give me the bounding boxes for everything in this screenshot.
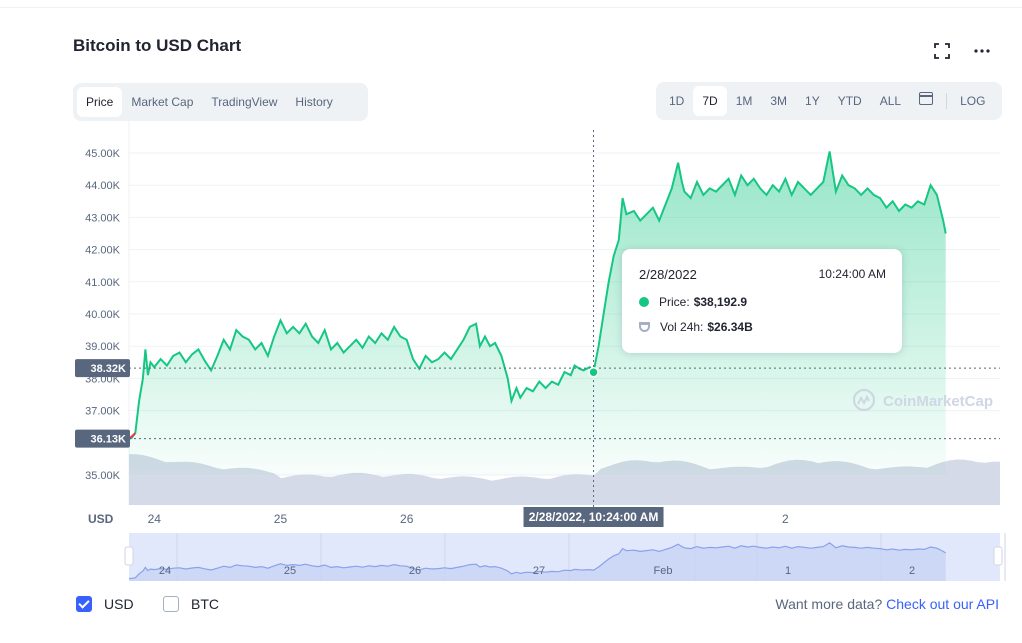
navigator-label: 25 [284, 565, 296, 577]
crosshair-date-bg [523, 507, 664, 527]
page-title: Bitcoin to USD Chart [73, 36, 242, 55]
price-dot-icon [639, 297, 649, 307]
top-divider [0, 7, 1022, 8]
navigator-label: 2 [909, 565, 915, 577]
y-tick-label: 45.00K [85, 148, 121, 160]
start-price-label-bg [75, 429, 130, 448]
volume-icon [639, 322, 650, 332]
tooltip-price-label: Price: [659, 295, 690, 309]
x-tick-label: 2 [782, 512, 789, 526]
watermark: CoinMarketCap [852, 388, 993, 412]
calendar-icon [919, 92, 934, 105]
y-tick-label: 37.00K [85, 406, 121, 418]
y-unit-label: USD [88, 512, 114, 526]
range-3m[interactable]: 3M [770, 94, 788, 108]
navigator-handle[interactable] [993, 546, 1003, 566]
price-line-down [128, 432, 136, 440]
tab-market-cap[interactable]: Market Cap [131, 95, 194, 109]
current-price-label-bg [75, 359, 130, 378]
x-tick-label: 26 [400, 512, 414, 526]
chart-tabs: Price Market Cap TradingView History [73, 83, 368, 121]
tooltip-time: 10:24:00 AM [818, 267, 886, 281]
y-tick-label: 35.00K [85, 470, 121, 482]
hover-point [588, 366, 599, 378]
more-icon[interactable] [972, 42, 992, 62]
x-tick-label: 25 [274, 512, 288, 526]
price-tooltip: 2/28/2022 10:24:00 AM Price: $38,192.9 V… [622, 249, 902, 353]
navigator-label: Feb [654, 565, 673, 577]
tab-history[interactable]: History [295, 95, 333, 109]
y-tick-label: 40.00K [85, 309, 121, 321]
navigator-label: 24 [159, 565, 171, 577]
navigator-line [128, 542, 947, 580]
range-selector: 1D 7D 1M 3M 1Y YTD ALL LOG [656, 82, 1002, 120]
price-area [129, 151, 946, 475]
x-tick-label: 24 [148, 512, 162, 526]
tooltip-volume-row: Vol 24h: $26.34B [639, 320, 753, 334]
calendar-button[interactable] [910, 86, 942, 116]
range-divider [946, 93, 948, 109]
range-ytd[interactable]: YTD [837, 94, 862, 108]
tooltip-price-value: $38,192.9 [693, 295, 748, 309]
navigator-label: 27 [533, 565, 545, 577]
tooltip-price-row: Price: $38,192.9 [639, 295, 747, 309]
tooltip-date: 2/28/2022 [639, 267, 697, 282]
usd-checkbox[interactable] [76, 596, 92, 612]
price-line [128, 151, 947, 440]
navigator-label: 26 [409, 565, 421, 577]
start-price-label: 36.13K [91, 434, 127, 446]
expand-icon[interactable] [932, 42, 952, 62]
range-1m[interactable]: 1M [735, 94, 753, 108]
current-price-label: 38.32K [91, 363, 127, 375]
btc-toggle[interactable]: BTC [163, 596, 219, 612]
usd-label: USD [104, 596, 134, 612]
btc-label: BTC [191, 596, 219, 612]
crosshair-date-label: 2/28/2022, 10:24:00 AM [529, 510, 659, 524]
navigator-area [129, 542, 946, 581]
tooltip-volume-label: Vol 24h: [660, 320, 704, 334]
navigator[interactable]: 24 25 26 27 Feb 1 2 [124, 533, 1006, 581]
api-link[interactable]: Check out our API [886, 596, 999, 612]
usd-toggle[interactable]: USD [76, 596, 134, 612]
range-1y[interactable]: 1Y [805, 94, 820, 108]
range-7d[interactable]: 7D [693, 86, 727, 116]
navigator-label: 1 [785, 565, 791, 577]
range-1d[interactable]: 1D [669, 94, 685, 108]
watermark-text: CoinMarketCap [883, 393, 993, 410]
y-tick-label: 39.00K [85, 341, 121, 353]
tab-price[interactable]: Price [77, 87, 123, 117]
api-promo: Want more data? Check out our API [775, 596, 999, 612]
y-tick-label: 44.00K [85, 180, 121, 192]
range-all[interactable]: ALL [879, 94, 902, 108]
y-tick-label: 42.00K [85, 245, 121, 257]
tab-tradingview[interactable]: TradingView [211, 95, 278, 109]
btc-checkbox[interactable] [163, 596, 179, 612]
navigator-handle[interactable] [124, 546, 134, 566]
y-tick-label: 41.00K [85, 277, 121, 289]
tooltip-volume-value: $26.34B [707, 320, 753, 334]
log-toggle[interactable]: LOG [960, 94, 986, 108]
y-tick-label: 43.00K [85, 212, 121, 224]
api-prefix: Want more data? [775, 596, 883, 612]
